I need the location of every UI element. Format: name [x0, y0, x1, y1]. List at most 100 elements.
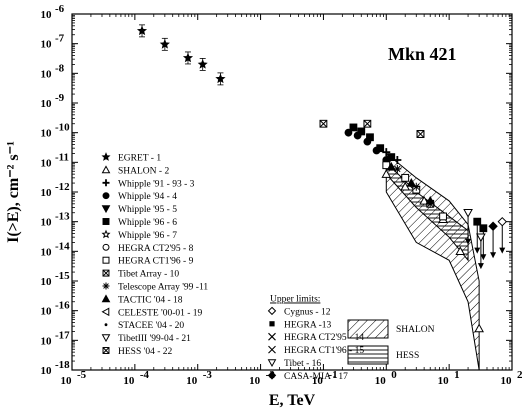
x-axis-label: E, TeV [269, 392, 316, 409]
limit-arrow-head [474, 247, 481, 254]
point-hegra-ct1-96-9 [401, 173, 410, 182]
legend-symbol [101, 152, 111, 161]
legend-label: CASA-MIA - 17 [284, 372, 348, 382]
legend-label: HEGRA CT2'95 - 14 [284, 333, 364, 343]
legend-symbol [101, 205, 111, 214]
legend-symbol-cross [102, 269, 110, 277]
limit-cygnus-12 [497, 216, 507, 227]
point-tibet-array-10-cross [416, 130, 425, 138]
point-tactic-04-18 [425, 195, 436, 205]
limit-arrow-head [480, 254, 487, 261]
x-tick-label: 10 [186, 375, 198, 387]
point-egret-1 [136, 25, 148, 36]
legend-label: HEGRA CT1'96 - 9 [118, 257, 194, 267]
point-whipple-91-93-3 [393, 155, 402, 164]
point-egret-1 [197, 59, 208, 69]
y-tick-label: 10 [41, 217, 53, 229]
limit-arrow-head [490, 252, 497, 259]
legend-symbol [102, 347, 110, 354]
limit-hegra-13 [473, 217, 482, 226]
legend-symbol [101, 307, 110, 317]
legend-symbol [102, 192, 110, 200]
y-tick-exponent: -18 [55, 359, 70, 371]
y-tick-exponent: -12 [55, 181, 70, 193]
legend-label: TibetIII '99-04 - 21 [118, 334, 191, 344]
point-whipple-91-93-3 [382, 148, 391, 157]
point-whipple-94-4 [344, 128, 353, 137]
legend-symbol [101, 334, 111, 343]
y-tick-exponent: -16 [55, 300, 70, 312]
legend-symbol [268, 332, 276, 341]
legend-label: Tibet - 16 [284, 359, 321, 369]
point-hess-04-22 [363, 119, 372, 128]
point-egret-1 [182, 52, 194, 63]
point-hess-04-22 [319, 119, 328, 128]
point-shalon-2 [455, 246, 466, 256]
legend-label: TACTIC '04 - 18 [118, 295, 183, 305]
x-tick-exponent: 0 [391, 369, 397, 381]
legend-label: STACEE '04 - 20 [118, 321, 184, 331]
legend-symbol [102, 179, 110, 187]
x-tick-label: 10 [375, 375, 387, 387]
legend-symbol [102, 256, 110, 264]
legend-label: Whipple '95 - 5 [118, 205, 177, 215]
point-telescope-array-99-11 [393, 164, 402, 173]
point-egret-1 [215, 73, 226, 84]
y-tick-label: 10 [41, 335, 53, 347]
point-whipple-94-4 [353, 131, 362, 140]
x-tick-exponent: 1 [454, 369, 460, 381]
x-tick-label: 10 [501, 375, 513, 387]
point-whipple-96-6 [349, 123, 358, 132]
limit-arrow-head [465, 238, 472, 245]
y-tick-exponent: -6 [55, 3, 65, 15]
legend-symbol-cross [102, 347, 110, 354]
legend-label: HEGRA CT1'96 - 15 [284, 346, 364, 356]
legend-label: Whipple '96 - 7 [118, 231, 177, 241]
y-tick-label: 10 [41, 157, 53, 169]
legend-label: SHALON - 2 [118, 166, 169, 176]
legend-label: EGRET - 1 [118, 154, 161, 164]
legend-symbol [101, 229, 111, 239]
legend-symbol [101, 165, 111, 174]
point-tibet-array-10 [416, 130, 425, 138]
y-tick-label: 10 [41, 306, 53, 318]
y-tick-label: 10 [41, 128, 53, 140]
axis-ticks: 10-510-410-310-210-110010110210-610-710-… [41, 3, 522, 387]
x-tick-label: 10 [123, 375, 135, 387]
legend-label: Whipple '96 - 6 [118, 218, 177, 228]
data-markers [136, 24, 484, 333]
x-tick-label: 10 [438, 375, 450, 387]
legend-symbol [102, 269, 110, 277]
y-tick-label: 10 [41, 246, 53, 258]
point-shalon-2 [381, 169, 392, 178]
y-tick-exponent: -15 [55, 270, 70, 282]
point-shalon-2 [474, 323, 484, 333]
x-tick-exponent: -3 [203, 369, 213, 381]
legend-symbol [102, 218, 110, 225]
legend-label: HESS '04 - 22 [118, 347, 172, 357]
x-tick-label: 10 [312, 375, 324, 387]
limit-arrow-head [499, 247, 506, 254]
legend-label: Whipple '94 - 4 [118, 192, 177, 202]
legend-band-label: HESS [396, 351, 419, 361]
bands-layer [385, 152, 480, 371]
y-tick-label: 10 [41, 365, 53, 377]
point-hegra-ct1-96-9 [439, 212, 447, 221]
legend-symbol [267, 306, 277, 316]
point-tactic-04-18 [406, 178, 417, 187]
legend-symbol [268, 345, 276, 354]
limit-hegra-13 [479, 224, 488, 233]
legend-label: Telescope Array '99 -11 [118, 283, 208, 293]
point-whipple-94-4 [372, 146, 381, 155]
legend-band-label: SHALON [396, 325, 435, 335]
x-tick-label: 10 [61, 375, 73, 387]
y-tick-label: 10 [41, 68, 53, 80]
y-axis-label: I(>E), cm⁻² s⁻¹ [5, 141, 22, 243]
x-tick-exponent: -5 [77, 369, 87, 381]
legend-symbol [102, 282, 110, 290]
legend-label: CELESTE '00-01 - 19 [118, 308, 203, 318]
legend-band-swatch [347, 319, 389, 339]
upper-limit-markers [463, 209, 507, 270]
x-tick-exponent: -1 [328, 369, 337, 381]
